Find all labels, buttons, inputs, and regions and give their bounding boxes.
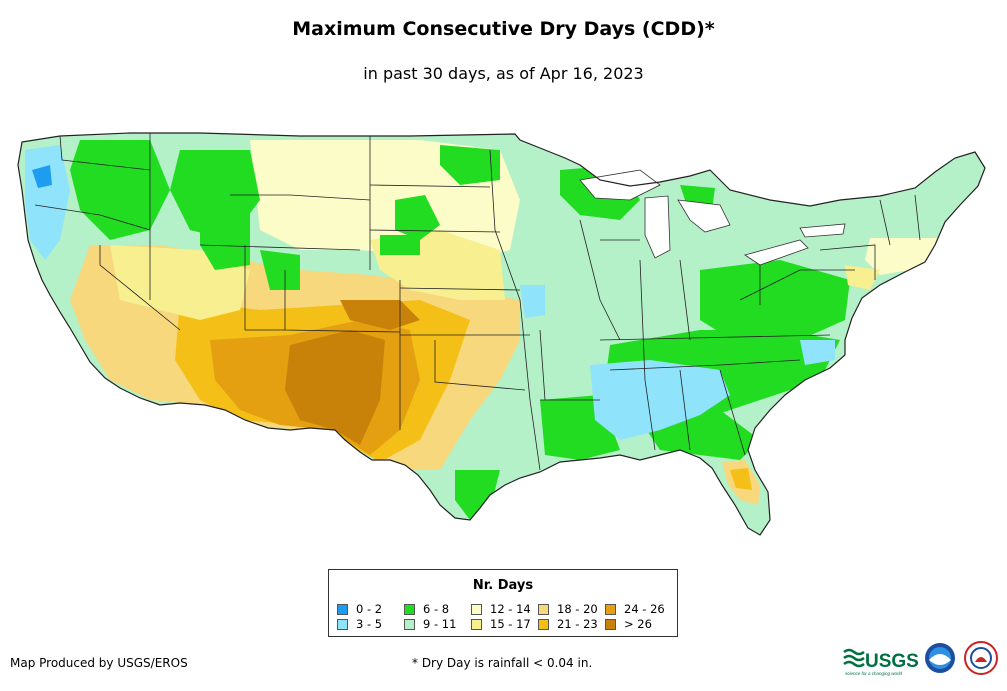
legend-label: 9 - 11	[423, 617, 457, 631]
agency-logos: USGS science for a changing world	[843, 641, 998, 676]
legend: Nr. Days 0 - 2 3 - 5 6 - 8 9 - 11 12 - 1…	[328, 569, 678, 637]
legend-label: 24 - 26	[624, 602, 665, 616]
legend-item-9-11: 9 - 11	[404, 617, 456, 631]
nws-logo	[964, 641, 998, 675]
map-credit: Map Produced by USGS/EROS	[10, 656, 188, 670]
usgs-wordmark: USGS	[865, 651, 919, 672]
swatch-15-17	[471, 618, 482, 630]
swatch-0-2	[337, 603, 348, 615]
legend-item-3-5: 3 - 5	[337, 617, 382, 631]
legend-label: 12 - 14	[490, 602, 531, 616]
legend-label: 6 - 8	[423, 602, 450, 616]
legend-item-6-8: 6 - 8	[404, 602, 449, 616]
map-subtitle: in past 30 days, as of Apr 16, 2023	[363, 64, 644, 83]
legend-label: 15 - 17	[490, 617, 531, 631]
legend-label: 21 - 23	[557, 617, 598, 631]
swatch-9-11	[404, 618, 415, 630]
legend-item-0-2: 0 - 2	[337, 602, 382, 616]
usgs-logo: USGS science for a changing world	[843, 648, 919, 676]
legend-item-18-20: 18 - 20	[538, 602, 598, 616]
legend-item-15-17: 15 - 17	[471, 617, 531, 631]
legend-item-12-14: 12 - 14	[471, 602, 531, 616]
swatch-6-8	[404, 603, 415, 615]
legend-label: > 26	[624, 617, 652, 631]
legend-label: 0 - 2	[356, 602, 383, 616]
map-title: Maximum Consecutive Dry Days (CDD)*	[292, 18, 715, 40]
legend-item-gt-26: > 26	[605, 617, 652, 631]
swatch-21-23	[538, 618, 549, 630]
legend-label: 3 - 5	[356, 617, 383, 631]
swatch-3-5	[337, 618, 348, 630]
legend-title: Nr. Days	[472, 578, 534, 593]
swatch-24-26	[605, 603, 616, 615]
usgs-tagline: science for a changing world	[845, 671, 903, 676]
noaa-logo	[925, 643, 955, 673]
legend-label: 18 - 20	[557, 602, 598, 616]
cdd-map	[17, 132, 986, 536]
dry-day-footnote: * Dry Day is rainfall < 0.04 in.	[412, 656, 593, 670]
swatch-18-20	[538, 603, 549, 615]
swatch-12-14	[471, 603, 482, 615]
swatch-gt-26	[605, 618, 616, 630]
legend-item-21-23: 21 - 23	[538, 617, 598, 631]
legend-item-24-26: 24 - 26	[605, 602, 665, 616]
